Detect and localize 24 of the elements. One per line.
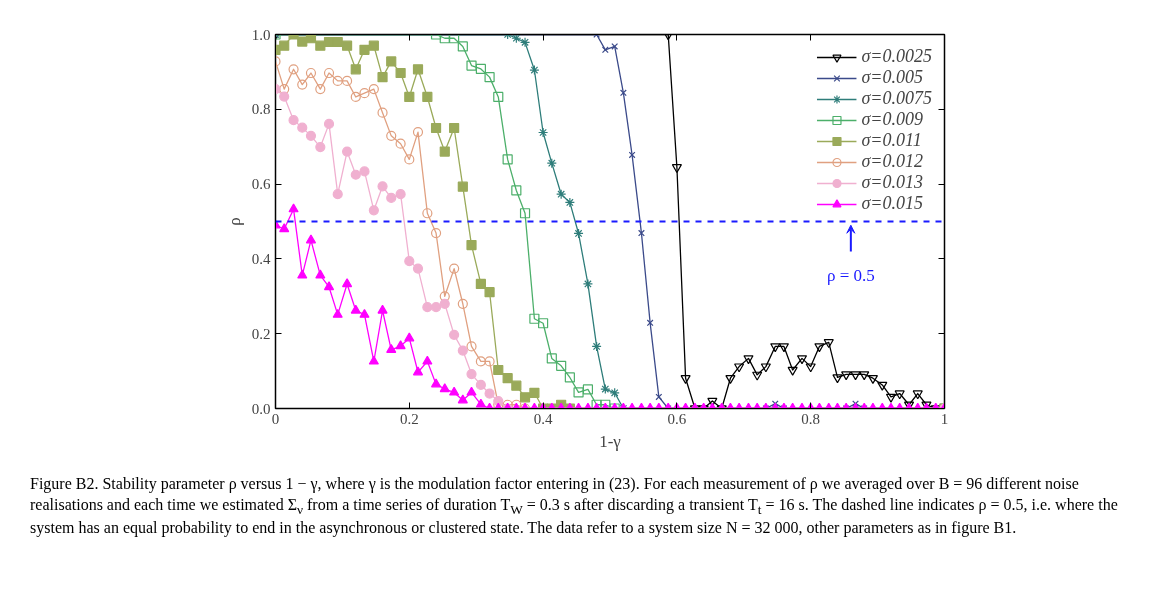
y-tick-label: 1.0 xyxy=(251,26,271,43)
x-tick-label: 0 xyxy=(271,410,280,427)
y-tick-label: 0.0 xyxy=(251,400,271,417)
legend-label: σ=0.005 xyxy=(861,67,923,88)
x-axis-title: 1-γ xyxy=(599,431,622,451)
text: Figure B2. Stability parameter ρ versus 1 − γ, where γ is the modulation factor entering in (23). For each measurement of ρ we averaged over B = 96 different noise realisations and each time we estimated Σ$_{ν}$ from a time series of duration T$_{W}$ = 0.3 s after discarding a transient T$_{t}$ = 16 s. The dashed line indicates ρ = 0.5, i.e. where the system has an equal probability to end in the asynchronous or clustered state. The data refer to a system size N = 32 000, other parameters as in figure B1. xyxy=(30,475,1118,537)
legend-label: σ=0.011 xyxy=(861,130,922,151)
x-tick-label: 0.2 xyxy=(399,410,419,427)
x-tick-label: 1 xyxy=(940,410,949,427)
y-tick-label: 0.2 xyxy=(251,325,271,342)
ref-line-label: ρ = 0.5 xyxy=(826,266,875,286)
x-tick-label: 0.4 xyxy=(533,410,553,427)
legend-label: σ=0.015 xyxy=(861,193,923,214)
y-tick-label: 0.4 xyxy=(251,250,271,267)
y-tick-label: 0.8 xyxy=(251,101,271,118)
y-axis-title: ρ xyxy=(224,217,244,226)
x-tick-label: 0.6 xyxy=(667,410,687,427)
legend-label: σ=0.012 xyxy=(861,151,923,172)
x-tick-label: 0.8 xyxy=(801,410,821,427)
y-tick-label: 0.6 xyxy=(251,176,271,193)
legend-label: σ=0.009 xyxy=(861,109,923,130)
legend-label: σ=0.0075 xyxy=(861,88,932,109)
legend-label: σ=0.013 xyxy=(861,172,923,193)
legend-label: σ=0.0025 xyxy=(861,46,932,67)
